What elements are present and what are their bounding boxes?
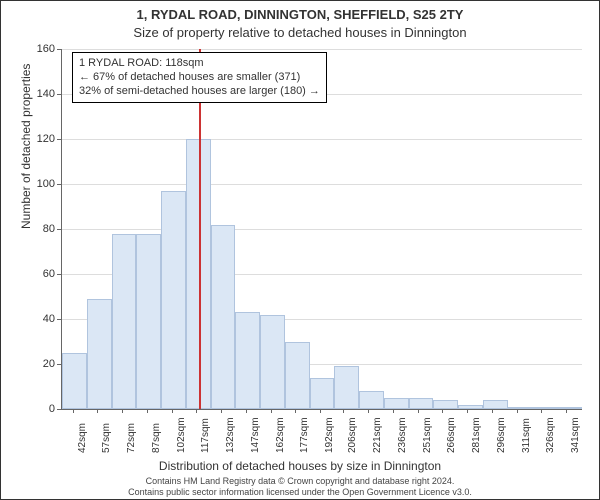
y-tick-label: 160 [19,43,55,55]
x-tick-label: 57sqm [101,423,112,453]
x-tick-mark [73,409,74,413]
footer-line2: Contains public sector information licen… [1,487,599,497]
histogram-bar [112,234,137,410]
histogram-bar [285,342,310,410]
y-tick-label: 140 [19,88,55,100]
x-tick-label: 102sqm [176,417,187,453]
y-tick-mark [57,229,61,230]
x-tick-mark [246,409,247,413]
chart-plot-area: 1 RYDAL ROAD: 118sqm ← 67% of detached h… [61,49,582,410]
x-tick-mark [221,409,222,413]
histogram-bar [508,407,533,409]
x-tick-label: 341sqm [570,417,581,453]
chart-subtitle: Size of property relative to detached ho… [1,25,599,40]
gridline [62,139,582,140]
x-tick-mark [467,409,468,413]
x-tick-mark [295,409,296,413]
x-tick-mark [418,409,419,413]
histogram-bar [87,299,112,409]
x-tick-label: 206sqm [347,417,358,453]
gridline [62,184,582,185]
x-tick-label: 221sqm [372,417,383,453]
x-tick-label: 147sqm [250,417,261,453]
x-tick-label: 266sqm [446,417,457,453]
x-tick-label: 117sqm [200,418,211,453]
annotation-line1: 1 RYDAL ROAD: 118sqm [79,57,320,71]
x-tick-mark [196,409,197,413]
histogram-bar [235,312,260,409]
x-tick-label: 281sqm [471,417,482,453]
histogram-bar [384,398,409,409]
x-tick-mark [517,409,518,413]
y-tick-mark [57,49,61,50]
histogram-bar [136,234,161,410]
x-axis-label: Distribution of detached houses by size … [1,459,599,473]
x-tick-mark [147,409,148,413]
x-tick-mark [97,409,98,413]
histogram-bar [260,315,285,410]
y-tick-mark [57,409,61,410]
x-tick-mark [566,409,567,413]
histogram-bar [458,405,483,410]
marker-annotation-box: 1 RYDAL ROAD: 118sqm ← 67% of detached h… [72,52,327,103]
x-tick-label: 326sqm [545,417,556,453]
histogram-bar [359,391,384,409]
y-tick-label: 120 [19,133,55,145]
x-tick-mark [492,409,493,413]
x-tick-mark [442,409,443,413]
x-tick-label: 177sqm [299,417,310,453]
histogram-bar [310,378,335,410]
x-tick-label: 72sqm [126,423,137,453]
y-tick-label: 60 [19,268,55,280]
gridline [62,49,582,50]
y-tick-label: 0 [19,403,55,415]
histogram-bar [483,400,508,409]
chart-footer: Contains HM Land Registry data © Crown c… [1,476,599,497]
y-tick-mark [57,139,61,140]
y-tick-label: 40 [19,313,55,325]
y-tick-mark [57,319,61,320]
histogram-bar [532,407,557,409]
x-tick-label: 236sqm [397,417,408,453]
x-tick-mark [172,409,173,413]
y-tick-label: 100 [19,178,55,190]
x-tick-label: 132sqm [225,417,236,453]
x-tick-label: 251sqm [422,417,433,453]
y-tick-mark [57,184,61,185]
histogram-bar [557,407,582,409]
footer-line1: Contains HM Land Registry data © Crown c… [1,476,599,486]
x-tick-label: 42sqm [77,423,88,453]
x-tick-mark [320,409,321,413]
x-tick-label: 87sqm [151,423,162,453]
gridline [62,229,582,230]
y-tick-mark [57,274,61,275]
x-tick-mark [541,409,542,413]
x-tick-label: 192sqm [324,417,335,453]
x-tick-mark [271,409,272,413]
histogram-bar [409,398,434,409]
chart-title: 1, RYDAL ROAD, DINNINGTON, SHEFFIELD, S2… [1,7,599,22]
histogram-bar [433,400,458,409]
annotation-line2: ← 67% of detached houses are smaller (37… [79,71,320,85]
x-tick-mark [343,409,344,413]
annotation-line3: 32% of semi-detached houses are larger (… [79,85,320,99]
x-tick-label: 311sqm [521,418,532,453]
y-tick-mark [57,364,61,365]
histogram-bar [161,191,186,409]
histogram-bar [334,366,359,409]
x-tick-mark [122,409,123,413]
y-tick-mark [57,94,61,95]
y-tick-label: 80 [19,223,55,235]
histogram-bar [62,353,87,409]
x-tick-mark [393,409,394,413]
histogram-bar [211,225,236,410]
x-tick-label: 162sqm [275,417,286,453]
x-tick-label: 296sqm [496,417,507,453]
x-tick-mark [368,409,369,413]
y-tick-label: 20 [19,358,55,370]
